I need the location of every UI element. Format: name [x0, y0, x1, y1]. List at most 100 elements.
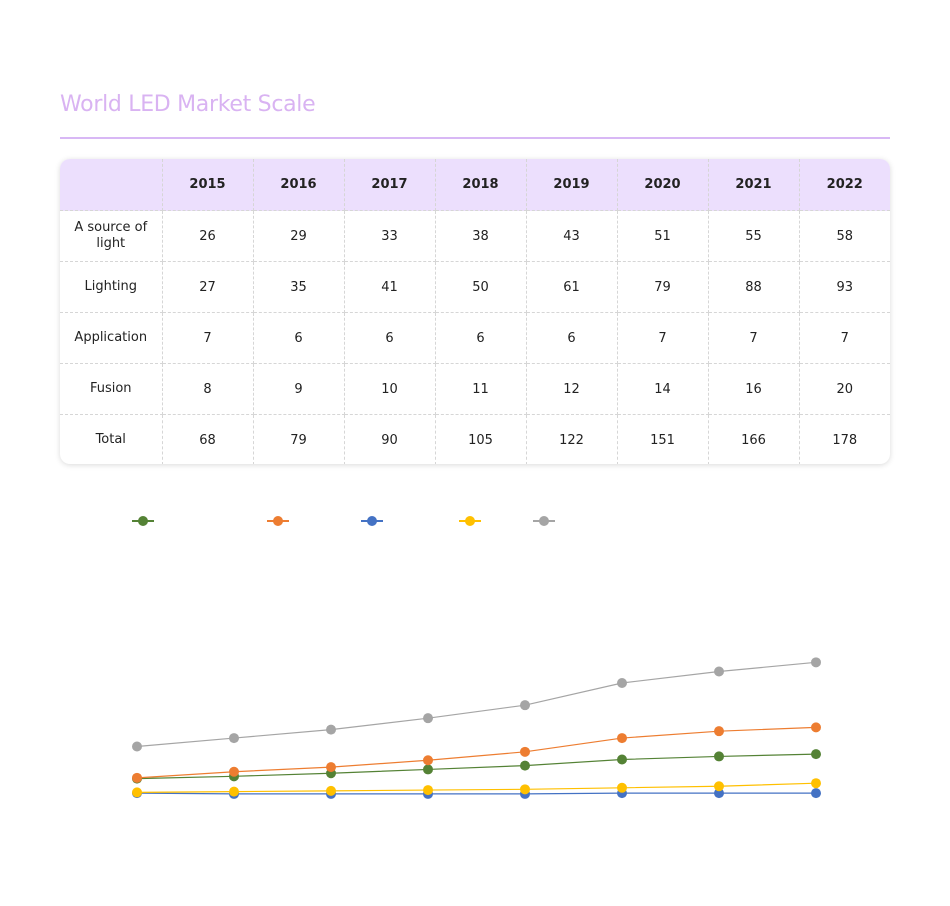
row-label: A source of light — [60, 210, 163, 262]
column-header: 2017 — [344, 159, 436, 211]
table-cell: 10 — [344, 363, 436, 415]
table-cell: 26 — [162, 210, 254, 262]
row-label: Application — [60, 312, 163, 364]
data-point — [229, 733, 239, 744]
legend-marker — [539, 516, 549, 526]
data-point — [326, 724, 336, 735]
column-header: 2016 — [253, 159, 345, 211]
table-cell: 11 — [435, 363, 527, 415]
table-cell: 151 — [617, 414, 709, 464]
column-header: 2021 — [708, 159, 800, 211]
legend-marker — [273, 516, 283, 526]
table-cell: 7 — [162, 312, 254, 364]
column-header: 2022 — [799, 159, 890, 211]
column-header: 2019 — [526, 159, 618, 211]
table-cell: 58 — [799, 210, 890, 262]
table-cell: 122 — [526, 414, 618, 464]
data-point — [520, 760, 530, 771]
table-cell: 27 — [162, 261, 254, 313]
data-point — [423, 755, 433, 766]
data-point — [714, 781, 724, 792]
data-point — [811, 778, 821, 789]
data-point — [811, 788, 821, 799]
table-cell: 51 — [617, 210, 709, 262]
data-point — [811, 722, 821, 733]
table-cell: 6 — [526, 312, 618, 364]
data-point — [326, 762, 336, 773]
table-row: Fusion 8 9 10 11 12 14 16 20 — [60, 363, 890, 415]
row-label: Fusion — [60, 363, 163, 415]
table-header-row: 2015 2016 2017 2018 2019 2020 2021 2022 — [60, 159, 890, 211]
column-header — [60, 159, 163, 211]
table-cell: 61 — [526, 261, 618, 313]
series-line — [136, 661, 817, 748]
data-point — [423, 764, 433, 775]
table-cell: 12 — [526, 363, 618, 415]
row-label: Total — [60, 414, 163, 464]
column-header: 2015 — [162, 159, 254, 211]
legend-marker — [367, 516, 377, 526]
table-cell: 6 — [435, 312, 527, 364]
data-point — [617, 754, 627, 765]
column-header: 2018 — [435, 159, 527, 211]
table-cell: 79 — [253, 414, 345, 464]
row-label: Lighting — [60, 261, 163, 313]
table-cell: 6 — [253, 312, 345, 364]
legend-item — [533, 516, 555, 526]
table-row: Lighting 27 35 41 50 61 79 88 93 — [60, 261, 890, 313]
table-cell: 43 — [526, 210, 618, 262]
data-point — [520, 746, 530, 757]
data-point — [811, 657, 821, 668]
data-point — [423, 785, 433, 796]
legend-marker — [465, 516, 475, 526]
data-point — [520, 784, 530, 795]
series-line — [136, 753, 817, 780]
market-table: 2015 2016 2017 2018 2019 2020 2021 2022 … — [60, 159, 890, 464]
legend-item — [267, 516, 289, 526]
table-cell: 178 — [832, 432, 858, 448]
table-cell: 8 — [162, 363, 254, 415]
data-point — [132, 741, 142, 752]
data-point — [714, 751, 724, 762]
data-point — [714, 666, 724, 677]
table-cell: 9 — [253, 363, 345, 415]
table-row: Application 7 6 6 6 6 7 7 7 — [60, 312, 890, 364]
data-point — [229, 786, 239, 797]
page-title: World LED Market Scale — [60, 92, 316, 117]
table-row: A source of light 26 29 33 38 43 51 55 58 — [60, 210, 890, 262]
legend-marker — [138, 516, 148, 526]
table-cell: 41 — [344, 261, 436, 313]
data-point — [617, 782, 627, 793]
legend-item — [361, 516, 383, 526]
data-point — [423, 713, 433, 724]
table-cell: 93 — [799, 261, 890, 313]
table-cell: 7 — [708, 312, 800, 364]
table-cell: 16 — [708, 363, 800, 415]
table-cell: 29 — [253, 210, 345, 262]
title-divider — [60, 137, 890, 139]
table-cell: 90 — [344, 414, 436, 464]
table-cell: 166 — [708, 414, 800, 464]
data-point — [811, 749, 821, 760]
table-cell: 33 — [344, 210, 436, 262]
table-cell: 105 — [435, 414, 527, 464]
table-cell: 35 — [253, 261, 345, 313]
table-cell: 50 — [435, 261, 527, 313]
data-point — [714, 788, 724, 799]
line-chart — [132, 516, 821, 799]
series-line — [136, 782, 817, 793]
table-cell: 7 — [617, 312, 709, 364]
data-point — [229, 766, 239, 777]
data-point — [132, 772, 142, 783]
table-cell: 6 — [344, 312, 436, 364]
series-line — [136, 792, 816, 795]
data-point — [520, 700, 530, 711]
legend-item — [132, 516, 154, 526]
table-row: Total 68 79 90 105 122 151 166 178 — [60, 414, 890, 464]
data-point — [617, 733, 627, 744]
data-table: 2015 2016 2017 2018 2019 2020 2021 2022 … — [60, 159, 890, 464]
legend-item — [459, 516, 481, 526]
table-cell: 55 — [708, 210, 800, 262]
table-cell: 38 — [435, 210, 527, 262]
data-point — [714, 726, 724, 737]
